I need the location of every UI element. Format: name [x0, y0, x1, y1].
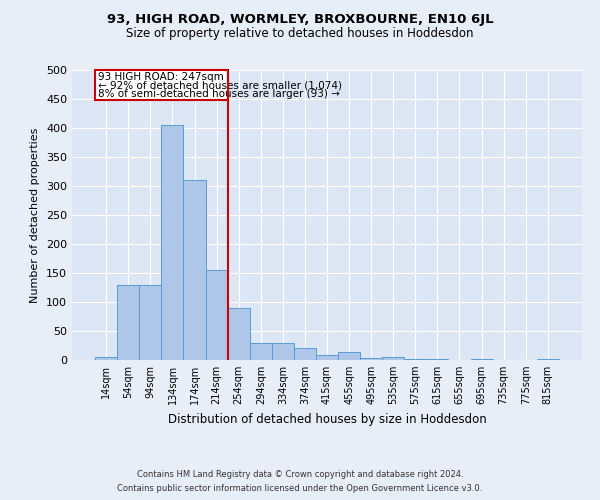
Text: Size of property relative to detached houses in Hoddesdon: Size of property relative to detached ho…	[126, 28, 474, 40]
Text: Contains public sector information licensed under the Open Government Licence v3: Contains public sector information licen…	[118, 484, 482, 493]
Bar	[338, 352, 360, 360]
Bar	[95, 357, 117, 360]
Text: 93, HIGH ROAD, WORMLEY, BROXBOURNE, EN10 6JL: 93, HIGH ROAD, WORMLEY, BROXBOURNE, EN10…	[107, 12, 493, 26]
Bar	[272, 342, 294, 360]
Bar	[250, 342, 272, 360]
Bar	[360, 358, 382, 360]
Bar	[294, 348, 316, 360]
Bar	[316, 356, 338, 360]
Bar	[117, 284, 139, 360]
Bar	[184, 180, 206, 360]
Text: ← 92% of detached houses are smaller (1,074): ← 92% of detached houses are smaller (1,…	[98, 80, 343, 90]
Y-axis label: Number of detached properties: Number of detached properties	[31, 128, 40, 302]
Bar	[227, 308, 250, 360]
Bar	[161, 125, 184, 360]
Text: Contains HM Land Registry data © Crown copyright and database right 2024.: Contains HM Land Registry data © Crown c…	[137, 470, 463, 479]
Bar	[382, 357, 404, 360]
Bar	[139, 284, 161, 360]
Text: 8% of semi-detached houses are larger (93) →: 8% of semi-detached houses are larger (9…	[98, 88, 340, 99]
Bar	[206, 270, 227, 360]
FancyBboxPatch shape	[95, 70, 227, 100]
X-axis label: Distribution of detached houses by size in Hoddesdon: Distribution of detached houses by size …	[167, 412, 487, 426]
Bar	[404, 359, 427, 360]
Text: 93 HIGH ROAD: 247sqm: 93 HIGH ROAD: 247sqm	[98, 72, 224, 83]
